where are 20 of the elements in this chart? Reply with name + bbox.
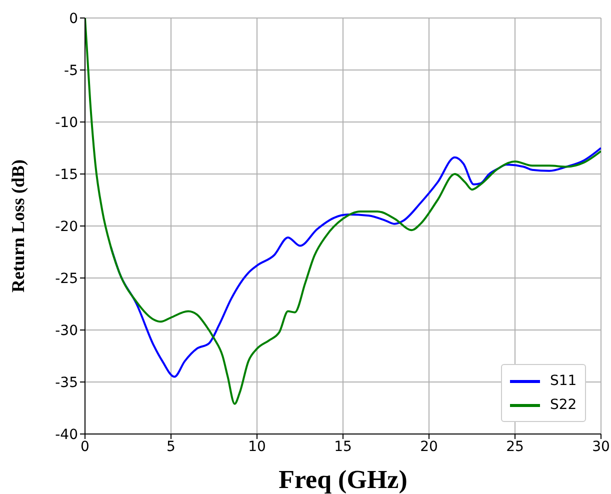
- y-tick-label: -30: [55, 322, 78, 339]
- y-tick-label: -15: [55, 166, 78, 183]
- y-tick-label: -25: [55, 270, 78, 287]
- x-tick-label: 5: [166, 438, 176, 455]
- x-tick-label: 10: [248, 438, 266, 455]
- y-tick-label: -20: [55, 218, 78, 235]
- y-tick-label: -40: [55, 426, 78, 443]
- x-tick-label: 0: [80, 438, 90, 455]
- x-axis-title: Freq (GHz): [278, 465, 408, 494]
- legend-label: S22: [550, 396, 577, 415]
- y-tick-label: -35: [55, 374, 78, 391]
- legend-label: S11: [550, 372, 577, 391]
- x-tick-label: 25: [506, 438, 524, 455]
- y-tick-label: 0: [69, 10, 78, 27]
- y-tick-label: -10: [55, 114, 78, 131]
- y-axis-title: Return Loss (dB): [8, 159, 28, 293]
- x-tick-label: 30: [592, 438, 610, 455]
- x-tick-label: 15: [334, 438, 352, 455]
- y-tick-label: -5: [64, 62, 78, 79]
- x-tick-label: 20: [420, 438, 438, 455]
